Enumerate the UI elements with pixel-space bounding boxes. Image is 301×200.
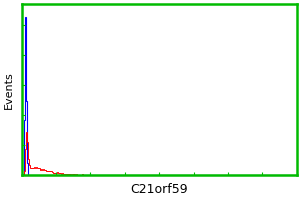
Y-axis label: Events: Events [4, 71, 14, 109]
X-axis label: C21orf59: C21orf59 [131, 183, 188, 196]
